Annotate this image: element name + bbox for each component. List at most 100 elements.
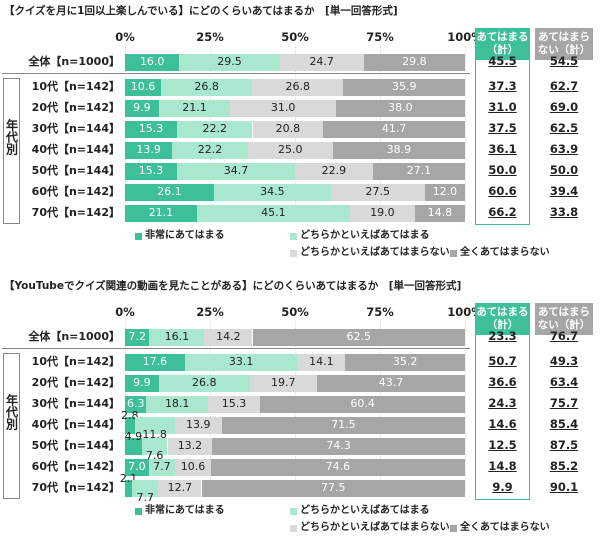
- category-label: 10代【n=142】: [31, 80, 120, 93]
- value-label: 7.7: [136, 491, 154, 504]
- category-label: 20代【n=142】: [31, 101, 120, 114]
- value-label: 9.9: [133, 101, 151, 114]
- bar-segment: [252, 328, 465, 346]
- value-label: 35.9: [392, 80, 417, 93]
- legend-label: 非常にあてはまる: [145, 230, 225, 241]
- bar-segment: [167, 437, 213, 455]
- legend-marker: [450, 250, 457, 257]
- bar-segment: [177, 120, 253, 138]
- bar-segment: [125, 353, 185, 371]
- bar-segment: [174, 416, 222, 434]
- bar-segment: [204, 328, 253, 346]
- bar-segment: [345, 353, 465, 371]
- bar-segment: [158, 99, 231, 117]
- category-label: 60代【n=142】: [31, 460, 120, 473]
- value-label: 7.2: [128, 330, 146, 343]
- value-label: 77.5: [321, 481, 346, 494]
- chart-title: 【YouTubeでクイズ関連の動画を見たことがある】にどのくらいあてはまるか […: [4, 280, 462, 292]
- summary-value: 85.4: [549, 417, 579, 431]
- bar-segment: [230, 99, 336, 117]
- value-label: 17.6: [142, 355, 168, 368]
- bar-segment: [247, 141, 333, 159]
- separator: [2, 348, 470, 349]
- tick-mark: [465, 46, 466, 216]
- bar-segment: [297, 353, 346, 371]
- bar-segment: [212, 437, 465, 455]
- summary-value: 49.3: [549, 354, 579, 368]
- value-label: 19.7: [271, 376, 296, 389]
- summary-value: 54.5: [549, 54, 579, 68]
- value-label: 20.8: [275, 122, 301, 135]
- summary-frame: [475, 303, 530, 500]
- x-tick-label: 25%: [196, 30, 224, 44]
- x-tick-label: 100%: [447, 30, 483, 44]
- value-label: 25.0: [277, 143, 303, 156]
- legend-marker: [290, 233, 297, 240]
- bar-segment: [249, 374, 317, 392]
- bar-segment: [259, 395, 466, 413]
- value-label: 24.7: [309, 55, 334, 68]
- category-label: 70代【n=142】: [31, 481, 120, 494]
- category-label: 50代【n=144】: [31, 164, 120, 177]
- value-label: 7.6: [145, 449, 164, 462]
- summary-value: 33.8: [549, 205, 579, 219]
- bar-segment: [316, 374, 466, 392]
- value-label: 13.9: [136, 143, 161, 156]
- value-label: 19.0: [370, 206, 395, 219]
- summary-value: 60.6: [488, 184, 517, 198]
- summary-value: 85.2: [549, 459, 579, 473]
- bar-segment: [279, 53, 364, 71]
- bar-segment: [343, 78, 466, 96]
- value-label: 26.8: [191, 376, 217, 389]
- bar-segment: [295, 162, 373, 180]
- value-label: 35.2: [392, 355, 418, 368]
- value-label: 15.3: [221, 397, 247, 410]
- summary-value: 23.3: [488, 329, 517, 343]
- value-label: 27.5: [365, 185, 391, 198]
- value-label: 33.1: [228, 355, 254, 368]
- x-tick-label: 50%: [281, 305, 309, 319]
- bar-segment: [196, 204, 351, 222]
- bar-segment: [141, 437, 168, 455]
- separator: [2, 73, 470, 74]
- category-label: 70代【n=142】: [31, 206, 120, 219]
- summary-header: あてはまる（計）: [475, 303, 530, 335]
- value-label: 74.6: [325, 460, 351, 473]
- value-label: 7.0: [128, 460, 146, 473]
- bar-segment: [177, 162, 295, 180]
- summary-value: 24.3: [488, 396, 517, 410]
- value-label: 34.7: [223, 164, 249, 177]
- bar-segment: [207, 395, 260, 413]
- bar-segment: [332, 141, 465, 159]
- bar-segment: [125, 328, 150, 346]
- x-tick-label: 0%: [115, 30, 135, 44]
- bar-segment: [414, 204, 465, 222]
- bar-segment: [125, 183, 214, 201]
- category-label: 20代【n=142】: [31, 376, 120, 389]
- summary-value: 31.0: [488, 100, 517, 114]
- value-label: 41.7: [381, 122, 407, 135]
- bar-segment: [125, 458, 149, 476]
- category-label: 全体【n=1000】: [28, 55, 120, 68]
- value-label: 16.0: [139, 55, 165, 68]
- legend-marker: [135, 508, 142, 515]
- legend-label: どちらかといえばあてはまる: [300, 505, 430, 516]
- summary-value: 75.7: [549, 396, 579, 410]
- group-label: 年代別: [3, 353, 20, 499]
- bar-segment: [213, 183, 332, 201]
- value-label: 45.1: [261, 206, 286, 219]
- value-label: 29.5: [217, 55, 242, 68]
- value-label: 29.8: [402, 55, 427, 68]
- value-label: 18.1: [164, 397, 190, 410]
- bar-segment: [184, 353, 298, 371]
- category-label: 40代【n=144】: [31, 418, 120, 431]
- value-label: 43.7: [378, 376, 404, 389]
- x-tick-label: 75%: [366, 30, 394, 44]
- x-tick-label: 100%: [447, 305, 483, 319]
- bar-segment: [125, 162, 178, 180]
- value-label: 22.2: [197, 143, 223, 156]
- value-label: 34.5: [260, 185, 285, 198]
- summary-value: 14.8: [488, 459, 517, 473]
- value-label: 4.9: [124, 430, 143, 443]
- x-tick-label: 50%: [281, 30, 309, 44]
